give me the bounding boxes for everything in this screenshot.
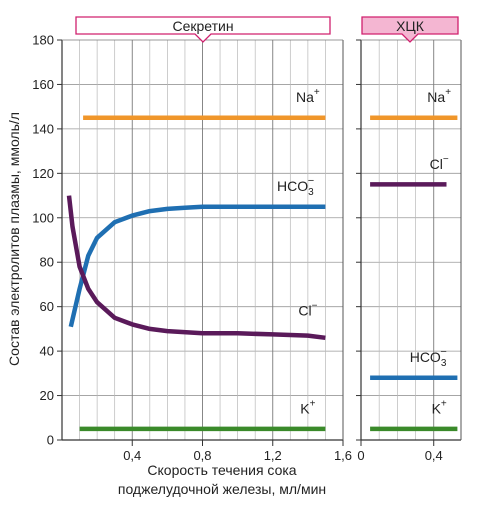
y-tick-label: 60 — [40, 299, 54, 314]
banner-cck — [361, 16, 459, 43]
series-label-cl: Cl− — [298, 301, 317, 319]
y-tick-label: 140 — [32, 121, 54, 136]
y-tick-label: 180 — [32, 33, 54, 48]
series-label-cl: Cl− — [430, 154, 449, 172]
x-tick-label: 0,8 — [193, 448, 211, 463]
series-line-hco — [68, 204, 326, 328]
series-line-cl — [66, 195, 326, 341]
series-labels: Na+ HCO3− Cl− K+ Na+ Cl− HCO3− K+ — [277, 87, 451, 416]
y-axis-title: Состав электролитов плазмы, ммоль/л — [6, 112, 22, 366]
x-tick-label: 0,4 — [123, 448, 141, 463]
banner-label-secretin: Секретин — [172, 18, 233, 34]
banner-secretin — [75, 16, 331, 43]
series-label-na: Na+ — [296, 87, 320, 105]
y-tick-label: 80 — [40, 255, 54, 270]
banner-label-cck: ХЦК — [396, 18, 425, 34]
tick-labels: 0,4 0,8 1,2 1,6 0 20 40 60 80 100 120 140 160 180 0 0,4 — [32, 33, 442, 464]
x-tick-label: 1,2 — [264, 448, 282, 463]
x-tick-label: 0,4 — [425, 448, 443, 463]
banners: Секретин ХЦК — [75, 16, 459, 43]
series-label-hco: HCO3− — [410, 346, 447, 369]
series — [66, 115, 458, 432]
x-tick-label: 1,6 — [334, 448, 352, 463]
y-tick-label: 0 — [47, 433, 54, 448]
x-axis-title-line1: Скорость течения сока — [147, 462, 296, 478]
y-tick-label: 160 — [32, 77, 54, 92]
series-label-k: K+ — [300, 398, 315, 416]
y-tick-label: 120 — [32, 166, 54, 181]
x-tick-label: 0 — [357, 448, 364, 463]
y-tick-label: 40 — [40, 344, 54, 359]
series-label-hco: HCO3− — [277, 175, 314, 198]
y-tick-label: 20 — [40, 388, 54, 403]
series-label-na: Na+ — [427, 87, 451, 105]
series-label-k: K+ — [432, 398, 447, 416]
y-tick-label: 100 — [32, 210, 54, 225]
x-axis-title-line2: поджелудочной железы, мл/мин — [118, 481, 326, 497]
grid — [62, 40, 461, 440]
